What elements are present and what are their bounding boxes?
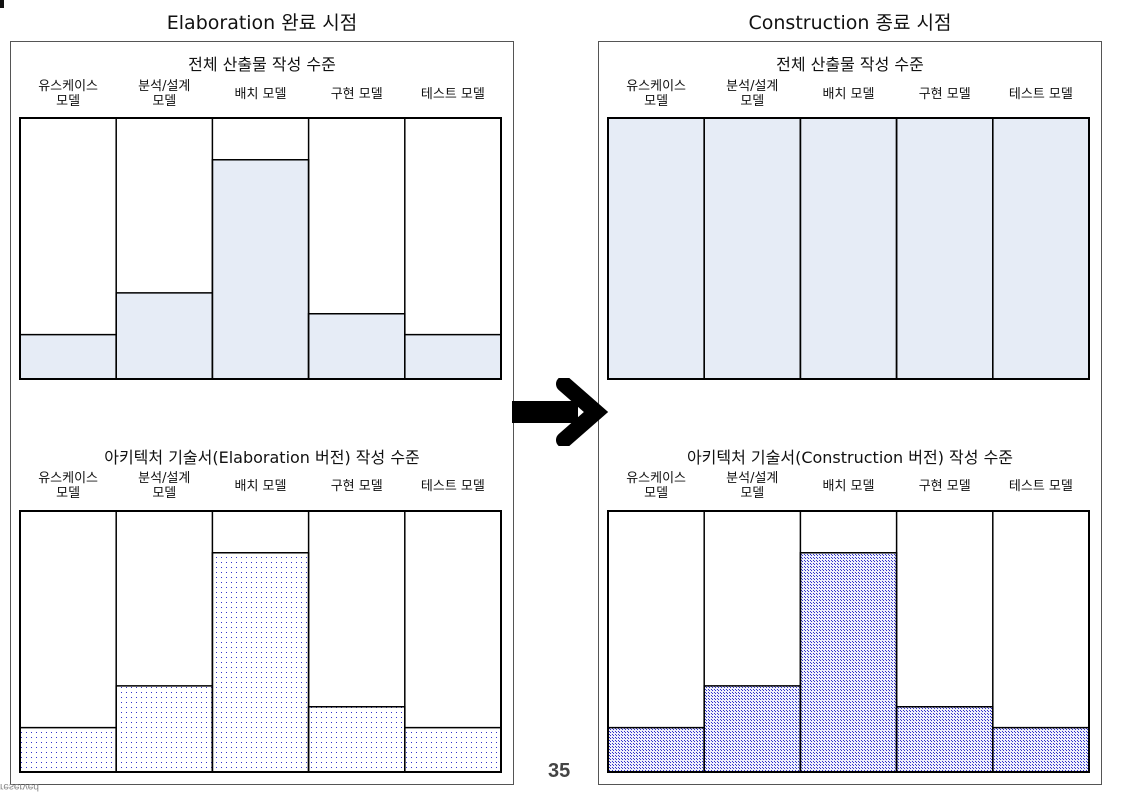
chart-0-0-plot	[19, 117, 502, 380]
panel-construction: 전체 산출물 작성 수준 유스케이스 모델 분석/설계 모델 배치 모델 구현 모델 테스…	[598, 41, 1102, 785]
chart-1-1-title: 아키텍처 기술서(Construction 버전) 작성 수준	[686, 448, 1014, 467]
chart-1-1-category-label: 분석/설계 모델	[726, 471, 779, 501]
chart-1-1-category-label: 배치 모델	[822, 479, 875, 494]
chart-1-1-plot	[607, 510, 1090, 773]
chart-0-0-category-label: 유스케이스 모델	[38, 79, 98, 109]
chart-1-1-bar	[895, 706, 994, 773]
chart-0-1-bar	[307, 706, 406, 773]
chart-0-0-category-label: 테스트 모델	[420, 87, 485, 102]
chart-0-1-category-label: 구현 모델	[330, 479, 383, 494]
chart-0-1-category-label: 분석/설계 모델	[138, 471, 191, 501]
chart-1-0-category-label: 분석/설계 모델	[726, 79, 779, 109]
corner-mark	[0, 0, 4, 8]
page-number: 35	[548, 760, 571, 782]
chart-1-0-title: 전체 산출물 작성 수준	[776, 55, 924, 74]
chart-1-1-frame	[607, 510, 1090, 773]
chart-1-1-category-label: 테스트 모델	[1008, 479, 1073, 494]
chart-0-0-bar	[307, 313, 406, 380]
chart-0-0-bar	[404, 333, 502, 380]
chart-1-0-bar	[799, 117, 898, 380]
chart-1-0-bar	[895, 117, 994, 380]
chart-1-1-bar	[607, 726, 705, 773]
chart-1-0-frame	[607, 117, 1090, 380]
chart-0-0-title: 전체 산출물 작성 수준	[188, 55, 336, 74]
chart-0-0-category-label: 배치 모델	[234, 87, 287, 102]
chart-0-1-bar	[19, 726, 117, 773]
chart-0-0-category-label: 분석/설계 모델	[138, 79, 191, 109]
chart-1-1-category-label: 구현 모델	[918, 479, 971, 494]
panel-elaboration: 전체 산출물 작성 수준 유스케이스 모델 분석/설계 모델 배치 모델 구현 모델 테스…	[10, 41, 514, 785]
chart-1-0-bar	[703, 117, 802, 380]
chart-1-0-category-label: 구현 모델	[918, 87, 971, 102]
chart-1-0-category-label: 유스케이스 모델	[626, 79, 686, 109]
chart-0-0-bar	[19, 333, 117, 380]
footer-text: reserved	[0, 781, 39, 792]
chart-1-0-plot	[607, 117, 1090, 380]
chart-1-0-bar	[992, 117, 1090, 380]
chart-0-1-category-label: 유스케이스 모델	[38, 471, 98, 501]
chart-0-1-bar	[115, 685, 214, 773]
transition-arrow-icon	[512, 378, 609, 446]
chart-1-0-category-label: 배치 모델	[822, 87, 875, 102]
chart-1-1-bar	[799, 552, 898, 773]
chart-0-1-bar	[404, 726, 502, 773]
chart-1-0-category-label: 테스트 모델	[1008, 87, 1073, 102]
chart-0-0-bar	[115, 292, 214, 380]
panel-title-construction: Construction 종료 시점	[748, 12, 952, 34]
chart-1-1-bar	[992, 726, 1090, 773]
chart-0-1-title: 아키텍처 기술서(Elaboration 버전) 작성 수준	[104, 448, 420, 467]
chart-0-1-bar	[211, 552, 310, 773]
panel-title-elaboration: Elaboration 완료 시점	[166, 12, 358, 34]
chart-1-1-category-label: 유스케이스 모델	[626, 471, 686, 501]
chart-0-0-bar	[211, 159, 310, 380]
chart-0-1-category-label: 배치 모델	[234, 479, 287, 494]
chart-1-0-bar	[607, 117, 705, 380]
chart-0-0-category-label: 구현 모델	[330, 87, 383, 102]
chart-1-1-bar	[703, 685, 802, 773]
chart-0-1-frame	[19, 510, 502, 773]
chart-0-0-frame	[19, 117, 502, 380]
chart-0-1-category-label: 테스트 모델	[420, 479, 485, 494]
chart-0-1-plot	[19, 510, 502, 773]
